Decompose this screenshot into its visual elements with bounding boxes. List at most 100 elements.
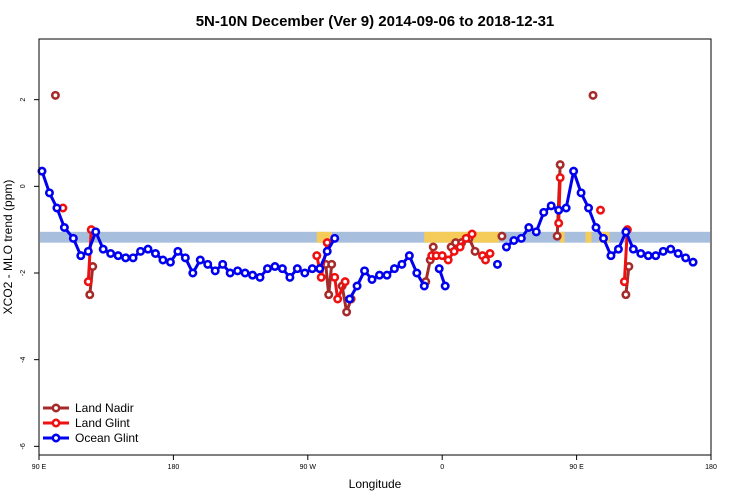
ocean-glint-point [315,264,325,274]
ocean-glint-point [651,251,661,261]
y-tick-label: -6 [20,443,27,449]
ocean-glint-point [360,266,370,276]
ocean-glint-point [404,251,414,261]
plot-area [37,90,710,317]
ocean-glint-point [285,272,295,282]
ocean-glint-point [516,233,526,243]
land-glint-point [485,249,495,259]
land-band-patch [560,231,565,243]
ocean-glint-point [180,253,190,263]
land-glint-point [330,272,340,282]
y-axis-label: XCO2 - MLO trend (ppm) [1,180,15,315]
ocean-glint-point [345,294,355,304]
land-glint-point [555,173,565,183]
land-glint-point [467,229,477,239]
land-glint-line [557,176,562,225]
ocean-glint-line [40,169,337,279]
ocean-glint-point [91,227,101,237]
ocean-glint-point [225,268,235,278]
ocean-glint-point [531,227,541,237]
ocean-glint-point [59,223,69,233]
ocean-glint-point [492,259,502,269]
land-band-patch [424,231,499,243]
ocean-glint-point [76,251,86,261]
x-tick-label: 0 [440,464,444,471]
land-nadir-point [428,242,438,252]
land-nadir-point [327,259,337,269]
ocean-glint-point [277,264,287,274]
land-nadir-point [85,290,95,300]
land-nadir-point [588,90,598,100]
land-glint-point [312,251,322,261]
legend-land-glint-label: Land Glint [75,416,130,430]
ocean-glint-point [270,261,280,271]
land-glint-point [437,251,447,261]
ocean-glint-point [397,259,407,269]
ocean-glint-point [546,201,556,211]
legend-ocean-glint-label: Ocean Glint [75,431,139,445]
ocean-glint-point [621,227,631,237]
land-nadir-point [621,290,631,300]
land-nadir-point [497,231,507,241]
ocean-glint-point [666,244,676,254]
ocean-band [40,231,710,243]
ocean-glint-point [158,255,168,265]
ocean-glint-point [539,207,549,217]
legend-land-nadir-label: Land Nadir [75,401,134,415]
legend-land-nadir-marker [51,403,61,413]
ocean-glint-point [569,166,579,176]
land-nadir-point [342,307,352,317]
ocean-glint-point [352,281,362,291]
ocean-glint-point [173,246,183,256]
y-tick-label: -2 [20,270,27,276]
x-tick-label: 90 W [300,464,317,471]
land-glint-point [83,277,93,287]
legend-land-glint-marker [51,418,61,428]
land-band-patch [316,231,332,243]
ocean-glint-point [52,203,62,213]
ocean-glint-point [233,266,243,276]
ocean-glint-point [83,246,93,256]
ocean-glint-point [240,268,250,278]
y-tick-label: 2 [20,98,27,102]
land-glint-point [455,242,465,252]
ocean-glint-point [440,281,450,291]
land-glint-point [619,277,629,287]
ocean-glint-point [136,246,146,256]
ocean-glint-point [106,249,116,259]
y-tick-label: 0 [20,184,27,188]
land-glint-point [554,218,564,228]
ocean-glint-point [412,268,422,278]
ocean-glint-point [509,236,519,246]
land-nadir-point [555,160,565,170]
y-tick-label: -4 [20,356,27,362]
ocean-glint-point [203,259,213,269]
ocean-glint-point [681,253,691,263]
ocean-glint-point [606,251,616,261]
ocean-glint-point [419,281,429,291]
ocean-glint-point [389,264,399,274]
ocean-glint-point [218,259,228,269]
ocean-glint-point [68,233,78,243]
axes: 90 E 180 90 W 0 90 E 180 -6 -4 -2 0 2 [20,98,717,471]
land-glint-point [322,238,332,248]
plot-frame [38,38,712,456]
ocean-glint-point [210,266,220,276]
ocean-glint-point [434,264,444,274]
ocean-glint-point [688,257,698,267]
land-glint-point [333,294,343,304]
ocean-glint-point [367,274,377,284]
ocean-glint-point [636,249,646,259]
land-glint-point [461,233,471,243]
ocean-glint-point [374,270,384,280]
x-tick-label: 90 E [569,464,584,471]
ocean-glint-point [643,251,653,261]
land-glint-point [449,246,459,256]
ocean-glint-point [248,270,258,280]
land-nadir-point [470,246,480,256]
ocean-glint-point [307,264,317,274]
land-glint-point [595,205,605,215]
ocean-glint-point [150,249,160,259]
